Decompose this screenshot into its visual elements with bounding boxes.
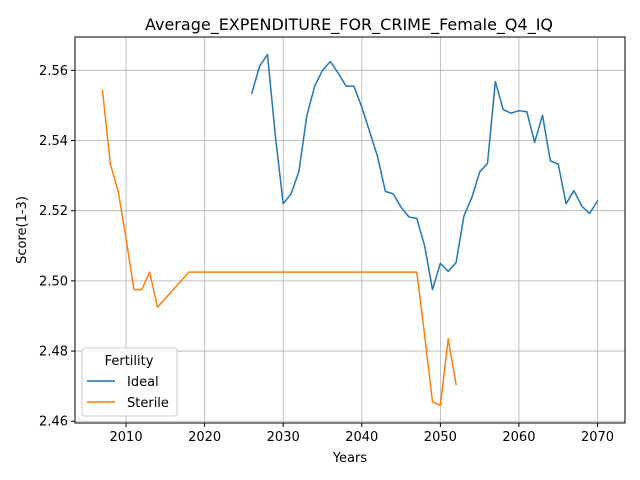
axis-ticks: 2010 2020 2030 2040 2050 2060 2070 2.46 2.48 2.50… (39, 64, 614, 445)
x-tick-label: 2070 (581, 430, 614, 445)
x-tick-label: 2060 (502, 430, 535, 445)
y-tick-label: 2.48 (39, 345, 68, 360)
legend-label-sterile: Sterile (127, 396, 169, 411)
y-tick-label: 2.50 (39, 274, 68, 289)
legend: Fertility Ideal Sterile (81, 347, 178, 417)
x-tick-label: 2010 (110, 430, 143, 445)
x-tick-label: 2030 (267, 430, 300, 445)
y-tick-label: 2.46 (39, 415, 68, 430)
x-tick-label: 2020 (188, 430, 221, 445)
y-axis-label: Score(1-3) (15, 196, 30, 264)
y-tick-label: 2.54 (39, 134, 68, 149)
series-line-ideal (250, 53, 599, 291)
legend-title: Fertility (105, 354, 154, 369)
legend-box (81, 347, 178, 417)
chart-title: Average_EXPENDITURE_FOR_CRIME_Female_Q4_… (145, 15, 553, 35)
x-tick-label: 2040 (345, 430, 378, 445)
y-tick-label: 2.52 (39, 204, 68, 219)
y-tick-label: 2.56 (39, 64, 68, 79)
x-tick-label: 2050 (424, 430, 457, 445)
series-line-sterile (101, 89, 457, 407)
x-axis-label: Years (332, 451, 368, 466)
plot-frame (74, 36, 626, 424)
series-layer (101, 53, 599, 407)
legend-label-ideal: Ideal (127, 375, 159, 390)
